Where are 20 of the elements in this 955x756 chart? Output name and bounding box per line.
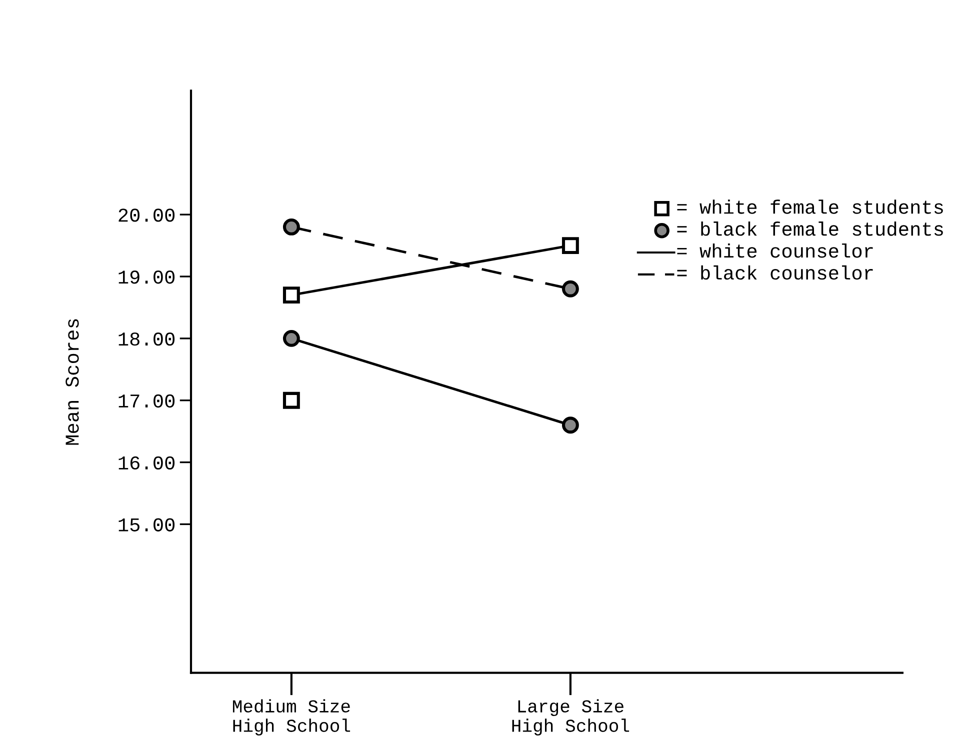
annotation: = black female students (677, 222, 943, 236)
y-tick-label: 20.00 (118, 208, 175, 222)
point (282, 392, 300, 409)
y-tick-label: 16.00 (118, 456, 175, 470)
point (282, 286, 300, 304)
y-tick-label: 15.00 (118, 518, 175, 532)
point (562, 237, 579, 254)
y-tick-label: 18.00 (118, 332, 175, 346)
point (282, 218, 300, 236)
annotation: = white female students (677, 200, 943, 214)
y-tick-label: 19.00 (118, 270, 175, 284)
annotation: = white counselor (677, 243, 873, 258)
point (282, 330, 300, 347)
point (562, 280, 579, 298)
point (562, 416, 579, 434)
y-tick-label: 17.00 (118, 394, 175, 408)
x-tick-label: Large Size High School (512, 699, 630, 736)
y-axis-title: Mean Scores (66, 319, 79, 445)
annotation: = black counselor (677, 265, 873, 280)
x-tick-label: Medium Size High School (232, 699, 350, 736)
